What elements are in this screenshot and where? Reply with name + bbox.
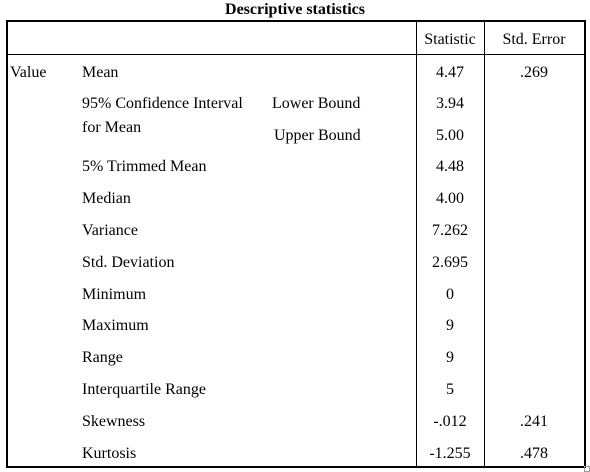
statistic-value: 4.48 [436, 158, 464, 175]
row-label: Lower Bound [272, 95, 361, 112]
statistic-value: 9 [446, 349, 454, 366]
statistic-value: 9 [446, 317, 454, 334]
std-error-value: .478 [520, 445, 548, 462]
statistic-column-divider [416, 22, 417, 466]
statistic-value: 3.94 [436, 95, 464, 112]
statistic-value: 5.00 [436, 127, 464, 144]
statistic-value: 4.00 [436, 190, 464, 207]
ci-label-line1: 95% Confidence Interval [82, 95, 243, 112]
column-header-std-error: Std. Error [502, 31, 566, 48]
row-label: Upper Bound [274, 127, 361, 144]
row-label: Maximum [82, 317, 149, 334]
row-label: Mean [82, 64, 119, 81]
resize-handle-marker [584, 466, 590, 472]
column-header-statistic: Statistic [424, 31, 476, 48]
row-label: Skewness [82, 413, 146, 430]
statistic-value: 7.262 [432, 222, 468, 239]
row-label: Interquartile Range [82, 381, 206, 398]
statistic-value: -1.255 [429, 445, 471, 462]
statistic-value: 5 [446, 381, 454, 398]
table-title: Descriptive statistics [225, 1, 365, 18]
row-label: Range [82, 349, 123, 366]
std-error-value: .241 [520, 413, 548, 430]
ci-label-line2: for Mean [82, 119, 142, 136]
statistic-value: 2.695 [432, 254, 468, 271]
descriptive-statistics-table: Statistic Std. Error Value Mean 4.47 .26… [6, 20, 586, 468]
std-error-column-divider [484, 22, 485, 466]
statistic-value: 0 [446, 286, 454, 303]
statistic-value: -.012 [433, 413, 467, 430]
row-label: Median [82, 190, 131, 207]
row-label: Minimum [82, 286, 147, 303]
row-label: 5% Trimmed Mean [82, 158, 207, 175]
row-label: Kurtosis [82, 445, 137, 462]
row-label: Std. Deviation [82, 254, 175, 271]
statistic-value: 4.47 [436, 64, 464, 81]
row-label: Variance [82, 222, 138, 239]
header-divider [8, 54, 584, 55]
row-group-label: Value [10, 64, 47, 81]
std-error-value: .269 [520, 64, 548, 81]
